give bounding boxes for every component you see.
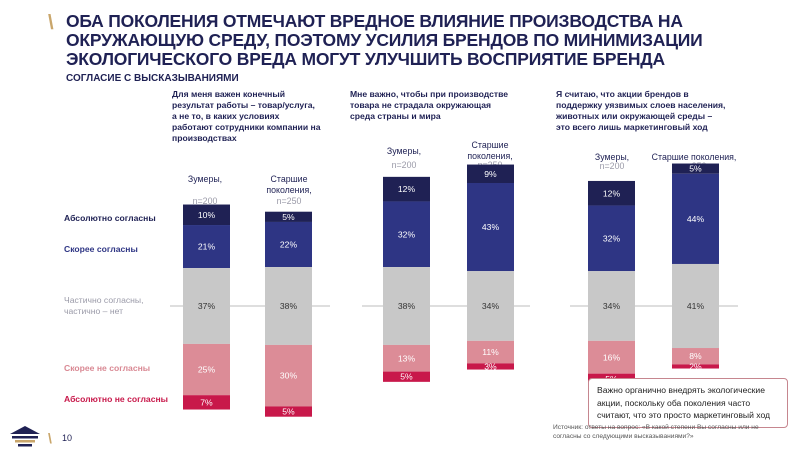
chart3-bar1-partial [588, 271, 635, 341]
chart3-bar2-abs-agree [672, 163, 719, 174]
chart1-older-n: n=250 [276, 196, 302, 206]
legend-abs-disagree: Абсолютно не согласны [64, 394, 169, 404]
chart3-bar2-abs-disagree [672, 364, 719, 369]
chart3-zoomers-label: Зумеры, [594, 152, 630, 162]
legend-abs-agree: Абсолютно согласны [64, 213, 156, 223]
page-title: ОБА ПОКОЛЕНИЯ ОТМЕЧАЮТ ВРЕДНОЕ ВЛИЯНИЕ П… [66, 11, 703, 69]
chart2-bar1-disagree-label: 13% [398, 353, 416, 363]
chart3-bar2-agree-label: 44% [687, 214, 705, 224]
question-2-text: Мне важно, чтобы при производстве товара… [350, 89, 509, 121]
legend-agree: Скорее согласны [64, 244, 138, 254]
legend-partial: Частично согласны, частично – нет [64, 295, 144, 316]
chart1-bar2-abs-disagree [265, 406, 312, 417]
chart1-bar1-disagree-label: 25% [198, 365, 216, 375]
chart2-bar1-abs-agree [383, 176, 430, 202]
chart1-bar2-disagree-label: 30% [280, 371, 298, 381]
chart1-bar2-disagree [265, 344, 312, 407]
chart1-bar1-abs-agree [183, 204, 230, 226]
chart3-bar1-agree [588, 205, 635, 272]
chart2-zoomers-label: Зумеры, [386, 146, 422, 156]
question-1-text: Для меня важен конечный результат работы… [172, 89, 321, 143]
chart1-older-label: Старшие поколения, [266, 174, 312, 195]
chart1-bar2-partial-label: 38% [280, 301, 298, 311]
chart2-zoomers-n: n=200 [391, 160, 417, 170]
chart1-bar1-abs-disagree-label: 7% [200, 397, 213, 407]
legend-disagree: Скорее не согласны [64, 363, 151, 373]
chart3-bar2-abs-disagree-label: 2% [689, 361, 702, 371]
footer-slash-decoration: \ [48, 430, 52, 446]
chart3-bar2-partial [672, 263, 719, 349]
chart2-bar2-abs-agree [467, 164, 514, 183]
chart3-bar2-disagree [672, 348, 719, 365]
page-number: 10 [62, 433, 73, 443]
chart2-bar2-abs-agree-label: 9% [484, 169, 497, 179]
chart1-bar2-abs-agree [265, 211, 312, 222]
callout-box: Важно органично внедрять экологические а… [588, 378, 788, 428]
chart2-bar1-partial-label: 38% [398, 301, 416, 311]
chart3-bar2-abs-agree-label: 5% [689, 164, 702, 174]
chart2-older-label: Старшие поколения, [467, 140, 513, 161]
chart2-bar1-partial [383, 267, 430, 345]
chart3-bar1-disagree [588, 340, 635, 374]
chart3-bar2-disagree-label: 8% [689, 351, 702, 361]
chart1-bar1-partial-label: 37% [198, 301, 216, 311]
chart1-bar1-agree-label: 21% [198, 242, 216, 252]
chart1-zoomers-label: Зумеры, [187, 174, 223, 184]
chart2-bar1-agree [383, 201, 430, 268]
chart2-bar1-agree-label: 32% [398, 229, 416, 239]
chart2-bar1-disagree [383, 344, 430, 372]
chart1-bar2-abs-agree-label: 5% [282, 212, 295, 222]
question-3-text: Я считаю, что акции брендов в поддержку … [556, 89, 726, 132]
page-subtitle: СОГЛАСИЕ С ВЫСКАЗЫВАНИЯМИ [66, 73, 239, 84]
chart1-bar1-disagree [183, 343, 230, 396]
chart2-bar2-partial-label: 34% [482, 301, 500, 311]
company-logo-icon [10, 426, 40, 447]
title-slash-decoration: \ [48, 12, 54, 34]
chart3-bar1-abs-agree-label: 12% [603, 188, 621, 198]
chart1-bar2-abs-disagree-label: 5% [282, 407, 295, 417]
chart3-bar1-partial-label: 34% [603, 301, 621, 311]
chart3-older-label: Старшие поколения, [651, 152, 737, 162]
chart3-bar1-agree-label: 32% [603, 233, 621, 243]
chart2-bar1-abs-disagree [383, 371, 430, 382]
chart1-bar2-partial [265, 267, 312, 345]
source-note: Источник: ответы на вопрос: «В какой сте… [553, 424, 759, 440]
chart3-bar1-abs-agree [588, 180, 635, 206]
chart2-bar2-disagree [467, 340, 514, 364]
chart1-bar1-agree [183, 225, 230, 269]
chart1-bar1-partial [183, 268, 230, 344]
chart2-bar2-partial [467, 271, 514, 341]
chart2-bar2-agree [467, 183, 514, 272]
chart2-bar2-agree-label: 43% [482, 222, 500, 232]
chart2-bar1-abs-agree-label: 12% [398, 184, 416, 194]
chart2-bar2-abs-disagree-label: 3% [484, 361, 497, 371]
chart1-bar1-abs-disagree [183, 395, 230, 410]
chart3-bar2-agree [672, 173, 719, 264]
chart1-zoomers-n: n=200 [192, 196, 218, 206]
chart3-bar1-disagree-label: 16% [603, 352, 621, 362]
chart1-bar2-agree [265, 221, 312, 268]
chart2-bar1-abs-disagree-label: 5% [400, 372, 413, 382]
chart1-bar1-abs-agree-label: 10% [198, 210, 216, 220]
chart3-zoomers-n: n=200 [599, 161, 625, 171]
chart2-bar2-abs-disagree [467, 363, 514, 370]
chart1-bar2-agree-label: 22% [280, 240, 298, 250]
chart3-bar2-partial-label: 41% [687, 301, 705, 311]
chart2-bar2-disagree-label: 11% [482, 347, 499, 357]
